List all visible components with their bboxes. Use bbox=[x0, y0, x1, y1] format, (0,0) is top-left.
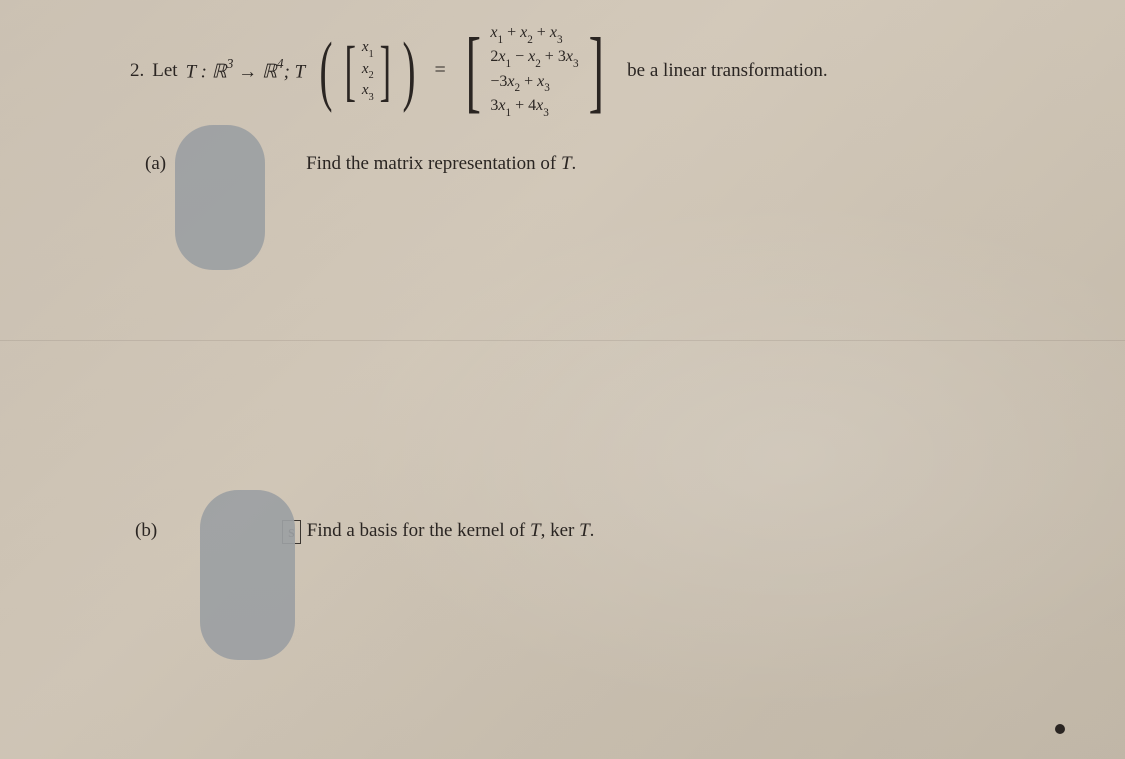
transformation-formula: ( [ x1 x2 x3 ] ) = [ x1 + x2 + x3 bbox=[313, 18, 611, 123]
part-a-row: (a) Find the matrix representation of T. bbox=[145, 153, 1095, 175]
problem-intro: Let bbox=[152, 60, 177, 82]
part-a-label: (a) bbox=[145, 153, 166, 175]
output-row-3: −3x2 + x3 bbox=[490, 71, 578, 95]
problem-number: 2. bbox=[130, 60, 144, 82]
input-vector: x1 x2 x3 bbox=[362, 36, 374, 105]
ink-dot bbox=[1055, 724, 1065, 734]
equals-sign: = bbox=[434, 59, 445, 82]
redaction-blob-b bbox=[200, 490, 295, 660]
redaction-blob-a bbox=[175, 125, 265, 270]
input-x1: x1 bbox=[362, 38, 374, 60]
part-b-text: Find a basis for the kernel of T, ker T. bbox=[307, 520, 595, 542]
output-vector-bracket: [ x1 + x2 + x3 2x1 − x2 + 3x3 −3x2 + x3 … bbox=[458, 18, 611, 123]
input-x3: x3 bbox=[362, 81, 374, 103]
problem-statement: 2. Let T : ℝ3 → ℝ4; T ( [ x1 x2 x3 ] ) bbox=[130, 18, 1095, 123]
output-row-1: x1 + x2 + x3 bbox=[490, 22, 578, 46]
transformation-definition: T : ℝ3 → ℝ4; T bbox=[186, 58, 306, 83]
output-row-2: 2x1 − x2 + 3x3 bbox=[490, 46, 578, 70]
output-row-4: 3x1 + 4x3 bbox=[490, 95, 578, 119]
output-vector: x1 + x2 + x3 2x1 − x2 + 3x3 −3x2 + x3 3x… bbox=[488, 18, 580, 123]
document-content: 2. Let T : ℝ3 → ℝ4; T ( [ x1 x2 x3 ] ) bbox=[0, 0, 1125, 562]
input-x2: x2 bbox=[362, 60, 374, 82]
trailing-text: be a linear transformation. bbox=[627, 60, 827, 82]
part-b-label: (b) bbox=[135, 520, 157, 542]
input-parenthesis: ( [ x1 x2 x3 ] ) bbox=[313, 36, 422, 105]
part-a-text: Find the matrix representation of T. bbox=[306, 153, 576, 175]
